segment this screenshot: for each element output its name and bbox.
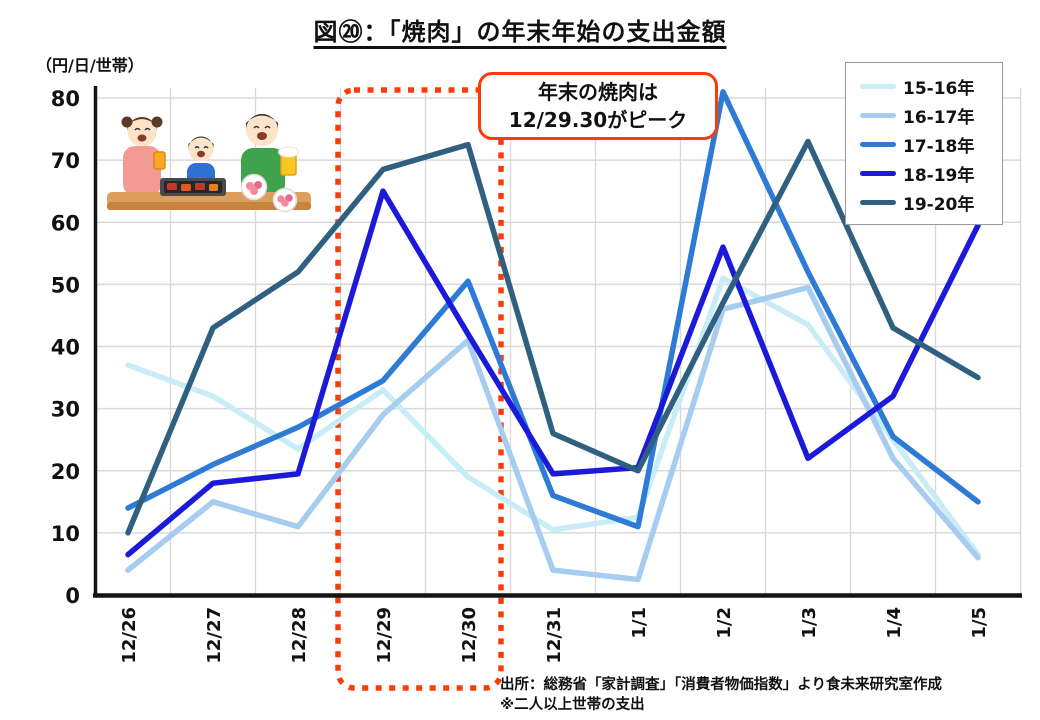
x-tick-label: 12/27 (204, 607, 225, 664)
source-line-1: 出所：総務省「家計調査」「消費者物価指数」より食未来研究室作成 (500, 677, 942, 693)
legend-color-swatch (860, 171, 896, 176)
legend-label: 19-20年 (903, 195, 975, 215)
legend-color-swatch (860, 84, 896, 89)
x-tick-labels: 12/26 12/27 12/28 12/29 12/30 12/31 1/1 1/2 1/3 1… (119, 607, 990, 664)
x-tick-label: 12/28 (289, 607, 310, 664)
y-tick-label: 10 (51, 522, 80, 546)
series-line-0 (125, 275, 981, 558)
x-tick-label: 1/5 (969, 607, 990, 639)
y-axis-unit-label: （円/日/世帯） (36, 56, 144, 75)
x-tick-label: 1/1 (629, 607, 650, 639)
x-tick-label: 12/30 (459, 607, 480, 664)
legend-color-swatch (860, 142, 896, 147)
source-note: 出所：総務省「家計調査」「消費者物価指数」より食未来研究室作成 ※二人以上世帯の… (500, 676, 942, 715)
legend-label: 18-19年 (903, 166, 975, 186)
annotation-line-1: 年末の焼肉は (538, 80, 658, 104)
legend-label: 16-17年 (903, 108, 975, 128)
legend: 15-16年 16-17年 17-18年 18-19年 19-20年 (845, 62, 1003, 225)
meat-plates (240, 173, 298, 213)
legend-color-swatch (860, 200, 896, 205)
x-tick-label: 1/4 (884, 607, 905, 639)
axes (93, 86, 1022, 598)
annotation-callout: 年末の焼肉は 12/29.30がピーク (478, 72, 718, 140)
annotation-line-2: 12/29.30がピーク (508, 108, 688, 132)
chart-title: 図⑳：「焼肉」の年末年始の支出金額 (313, 18, 727, 46)
legend-label: 17-18年 (903, 137, 975, 157)
x-tick-label: 12/29 (374, 607, 395, 664)
legend-item: 15-16年 (860, 72, 1002, 101)
grill (160, 178, 226, 196)
series-line-1 (125, 284, 981, 583)
series-lines (125, 89, 981, 583)
legend-color-swatch (860, 113, 896, 118)
series-line-2 (125, 89, 981, 530)
y-tick-label: 0 (65, 584, 80, 608)
highlight-dotted-box (335, 87, 504, 691)
x-tick-label: 12/31 (544, 607, 565, 664)
y-tick-label: 80 (51, 87, 80, 111)
y-tick-label: 70 (51, 149, 80, 173)
y-tick-label: 20 (51, 460, 80, 484)
legend-label: 15-16年 (903, 79, 975, 99)
family-yakiniku-illustration (107, 114, 311, 213)
x-tick-label: 1/2 (714, 607, 735, 639)
y-tick-labels: 0 10 20 30 40 50 60 70 80 (51, 87, 80, 608)
y-tick-label: 30 (51, 398, 80, 422)
legend-item: 16-17年 (860, 101, 1002, 130)
y-tick-label: 60 (51, 211, 80, 235)
legend-item: 17-18年 (860, 130, 1002, 159)
mom-figure (121, 116, 166, 196)
series-line-3 (125, 188, 981, 558)
y-tick-label: 50 (51, 273, 80, 297)
legend-item: 18-19年 (860, 159, 1002, 188)
source-line-2: ※二人以上世帯の支出 (500, 696, 645, 713)
y-tick-label: 40 (51, 336, 80, 360)
series-line-4 (125, 138, 981, 536)
legend-item: 19-20年 (860, 188, 1002, 217)
x-tick-label: 1/3 (799, 607, 820, 639)
x-tick-label: 12/26 (119, 607, 140, 664)
